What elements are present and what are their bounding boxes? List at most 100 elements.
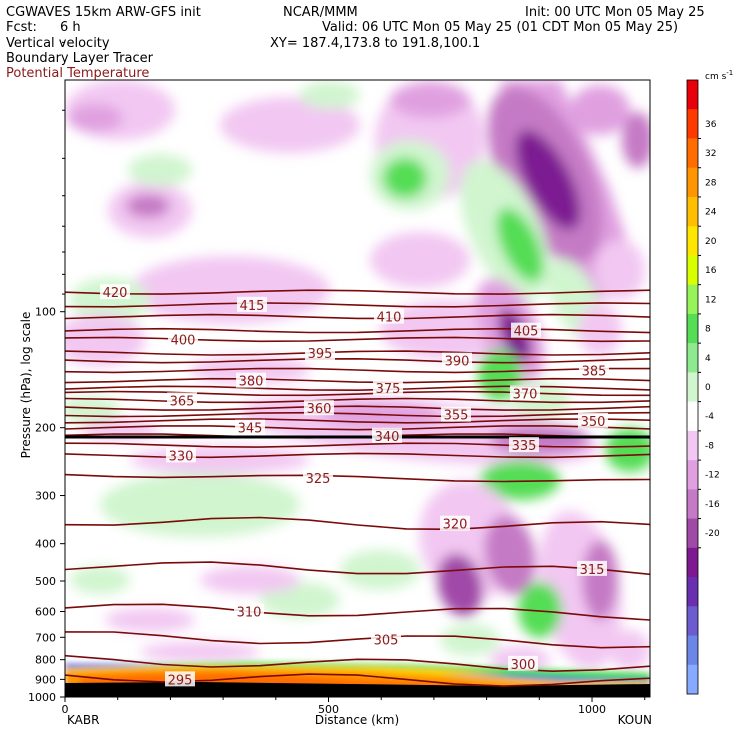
vv-area [100,473,300,537]
colorbar-swatch [687,460,698,490]
colorbar-swatch [687,401,698,432]
vv-area [200,566,300,594]
isentrope-line [65,336,650,343]
vv-area [383,158,427,198]
vv-area [126,194,170,218]
vv-area [518,582,562,638]
vv-area [582,540,618,620]
isentrope-line [65,603,650,621]
vv-area [130,256,330,324]
colorbar-label: 20 [705,237,717,247]
isentrope-label: 365 [170,394,195,409]
isentrope-line [65,385,650,392]
vv-area [65,314,145,366]
plot-frame [64,79,651,698]
isentrope-line [65,302,650,308]
colorbar-swatch [687,138,698,169]
colorbar-label: 36 [705,120,717,130]
isentrope-line [65,390,650,397]
isentrope-label: 305 [374,634,399,649]
vv-area [220,97,360,153]
terrain [65,682,650,697]
y-tick-label: 1000 [28,691,56,704]
y-tick-label: 100 [35,306,56,319]
colorbar-swatch [687,109,698,139]
isentrope-label-bg [442,352,472,368]
vv-area [440,624,500,656]
isentrope-label: 350 [581,415,606,430]
isentrope-label-bg [100,284,130,300]
isentrope-label: 340 [375,430,400,445]
vv-area [578,304,622,356]
fcst-label: Fcst: [6,20,37,35]
vv-area [595,240,645,300]
isentrope-line [65,411,650,418]
field-vertical-velocity: Vertical velocity [6,36,110,51]
colorbar-swatch [687,343,698,373]
colorbar-swatch [687,284,698,315]
isentrope-label-bg [440,515,470,531]
field-potential-temperature: Potential Temperature [6,66,150,81]
xy-endpoints: XY= 187.4,173.8 to 191.8,100.1 [270,36,481,51]
colorbar-swatch [687,226,698,256]
vv-area [370,232,470,288]
colorbar-label: 4 [705,354,711,364]
isentrope-label-bg [234,603,264,619]
isentrope-line [65,425,650,431]
model-title: CGWAVES 15km ARW-GFS init [6,5,201,20]
vv-area [484,515,536,595]
vv-area [128,154,192,186]
isentrope-label: 405 [514,325,539,340]
x-axis-label: Distance (km) [315,713,399,727]
y-tick-label: 200 [35,422,56,435]
colorbar-label: 12 [705,295,716,305]
fcst-value: 6 h [60,20,81,35]
isentrope-label-bg [374,308,404,324]
vv-area [65,396,120,424]
vv-area [140,642,260,662]
isentrope-line [65,350,650,356]
isentrope-label: 310 [237,606,262,621]
blt-area [65,664,180,668]
isentrope-label-bg [236,372,266,388]
x-tick-label: 1000 [578,703,606,716]
isentrope-label: 395 [308,347,333,362]
vv-area [130,446,310,474]
isentrope-label-bg [510,385,540,401]
colorbar-swatch [687,635,698,666]
x-tick-label: 500 [318,703,339,716]
y-axis: 100 200 300 400 500 600 700 800 900 1000 [28,41,65,704]
vv-area [496,207,544,283]
isentrope-label-bg [166,447,196,463]
colorbar-swatch [687,372,698,403]
colorbar-swatch [687,80,698,110]
isentrope-label: 325 [306,472,331,487]
isentrope-label: 390 [445,355,470,370]
isentrope-label: 420 [103,286,128,301]
field-boundary-layer-tracer: Boundary Layer Tracer [6,51,153,66]
y-tick-label: 500 [35,575,56,588]
colorbar-label: -4 [705,412,714,422]
colorbar-label: -16 [705,500,720,510]
isentrope-label: 375 [376,382,401,397]
vv-area [515,130,581,230]
colorbar-swatch [687,196,698,227]
colorbar-swatch [687,664,698,695]
colorbar-swatch [687,430,698,461]
vv-area [605,428,650,472]
isentrope-label: 410 [377,311,402,326]
colorbar-label: 24 [705,208,717,218]
y-tick-label: 300 [35,490,56,503]
isentrope-label-bg [577,560,607,576]
isentrope-label-bg [305,345,335,361]
colorbar-label: 8 [705,325,711,335]
y-tick-label: 800 [35,654,56,667]
vv-area [67,104,123,132]
colorbar-swatch [687,547,698,578]
isentrope-line [65,418,650,424]
isentrope-label: 300 [511,658,536,673]
isentrope-label-bg [511,322,541,338]
isentrope-label: 295 [168,673,193,688]
isentrope-line [65,561,650,576]
vv-area [490,425,590,455]
